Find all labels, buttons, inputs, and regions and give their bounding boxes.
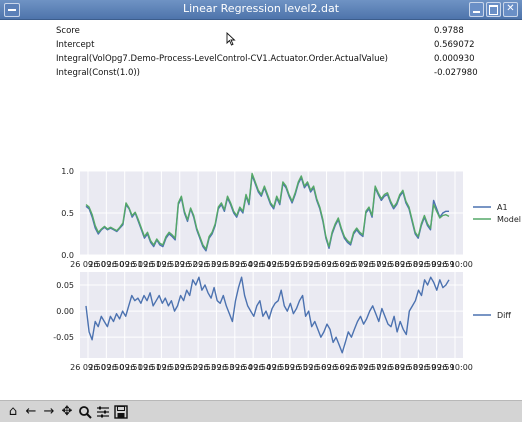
- x-tick-label: 26 09:59: [419, 260, 455, 269]
- maximize-button[interactable]: [486, 2, 501, 17]
- x-tick-label: 26 10:00: [437, 363, 473, 372]
- x-tick-label: 26 09:55: [272, 363, 308, 372]
- x-tick-label: 26 09:57: [327, 363, 363, 372]
- window-menu-button[interactable]: [4, 3, 20, 17]
- x-tick-label: 26 09:51: [107, 260, 143, 269]
- mouse-pointer-icon: [226, 32, 236, 46]
- x-tick-label: 26 09:52: [162, 260, 198, 269]
- window-title: Linear Regression level2.dat: [182, 2, 340, 15]
- y-tick-label: -0.05: [53, 333, 74, 342]
- minimize-button[interactable]: [469, 2, 484, 17]
- x-tick-label: 26 09:55: [254, 363, 290, 372]
- x-tick-label: 26 09:59: [400, 363, 436, 372]
- stat-label: Score: [56, 26, 80, 36]
- forward-arrow-icon[interactable]: →: [43, 404, 55, 419]
- stat-row-integral-actuator: Integral(VolOpg7.Demo-Process-LevelContr…: [56, 54, 475, 66]
- back-arrow-icon[interactable]: ←: [25, 404, 37, 419]
- x-tick-label: 26 09:53: [199, 260, 235, 269]
- x-tick-label: 26 09:56: [309, 260, 345, 269]
- navigation-toolbar: ⌂ ← → ✥: [0, 400, 522, 423]
- stat-value: 0.000930: [434, 54, 475, 64]
- x-tick-label: 26 09:54: [235, 260, 271, 269]
- stat-value: 0.9788: [434, 26, 464, 36]
- subplots-icon[interactable]: [96, 405, 110, 419]
- series-line-diff: [85, 276, 450, 354]
- x-tick-label: 26 10:00: [437, 260, 473, 269]
- pan-icon[interactable]: ✥: [61, 404, 73, 419]
- close-button[interactable]: ✕: [503, 2, 518, 17]
- window-titlebar: Linear Regression level2.dat ✕: [0, 0, 522, 20]
- x-tick-label: 26 09:52: [162, 363, 198, 372]
- y-tick-label: 0.5: [61, 209, 74, 218]
- stat-value: 0.569072: [434, 40, 475, 50]
- y-tick-label: 0.0: [61, 251, 74, 260]
- window-controls: ✕: [469, 2, 518, 17]
- series-line-model: [85, 172, 450, 250]
- x-tick-label: 26 09:50: [88, 363, 124, 372]
- home-icon[interactable]: ⌂: [8, 404, 18, 419]
- legend-label: Diff: [497, 311, 511, 320]
- x-tick-label: 26 09:55: [272, 260, 308, 269]
- y-tick-label: 0.00: [56, 307, 74, 316]
- x-tick-label: 26 09:58: [382, 260, 418, 269]
- x-tick-label: 26 09:53: [199, 363, 235, 372]
- x-tick-label: 26 09:50: [70, 260, 106, 269]
- status-bar: [0, 422, 522, 429]
- x-tick-label: 26 09:57: [345, 363, 381, 372]
- x-tick-label: 26 09:54: [217, 260, 253, 269]
- x-tick-label: 26 09:53: [180, 260, 216, 269]
- x-tick-label: 26 09:57: [327, 260, 363, 269]
- zoom-icon[interactable]: [78, 405, 92, 419]
- stat-label: Integral(VolOpg7.Demo-Process-LevelContr…: [56, 54, 389, 64]
- x-tick-label: 26 09:54: [235, 363, 271, 372]
- x-tick-label: 26 09:58: [364, 260, 400, 269]
- x-tick-label: 26 09:58: [382, 363, 418, 372]
- stat-row-integral-const: Integral(Const(1.0)) -0.027980: [56, 68, 478, 80]
- y-tick-label: 1.0: [61, 167, 74, 176]
- x-tick-label: 26 09:51: [125, 260, 161, 269]
- x-tick-label: 26 09:51: [107, 363, 143, 372]
- x-tick-label: 26 09:59: [419, 363, 455, 372]
- y-tick-label: 0.05: [56, 281, 74, 290]
- stat-label: Integral(Const(1.0)): [56, 68, 140, 78]
- x-tick-label: 26 09:54: [217, 363, 253, 372]
- x-tick-label: 26 09:58: [364, 363, 400, 372]
- x-tick-label: 26 09:50: [88, 260, 124, 269]
- x-tick-label: 26 09:56: [290, 363, 326, 372]
- x-tick-label: 26 09:57: [345, 260, 381, 269]
- stat-value: -0.027980: [434, 68, 478, 78]
- x-tick-label: 26 09:59: [400, 260, 436, 269]
- x-tick-label: 26 09:53: [180, 363, 216, 372]
- x-tick-label: 26 09:56: [290, 260, 326, 269]
- x-tick-label: 26 09:51: [125, 363, 161, 372]
- stat-label: Intercept: [56, 40, 95, 50]
- legend-label: Model: [497, 215, 521, 224]
- x-tick-label: 26 09:52: [144, 363, 180, 372]
- x-tick-label: 26 09:56: [309, 363, 345, 372]
- stat-row-score: Score 0.9788: [56, 26, 464, 38]
- x-tick-label: 26 09:55: [254, 260, 290, 269]
- legend-label: A1: [497, 203, 508, 212]
- x-tick-label: 26 09:50: [70, 363, 106, 372]
- save-icon[interactable]: [114, 405, 128, 419]
- stat-row-intercept: Intercept 0.569072: [56, 40, 475, 52]
- x-tick-label: 26 09:52: [144, 260, 180, 269]
